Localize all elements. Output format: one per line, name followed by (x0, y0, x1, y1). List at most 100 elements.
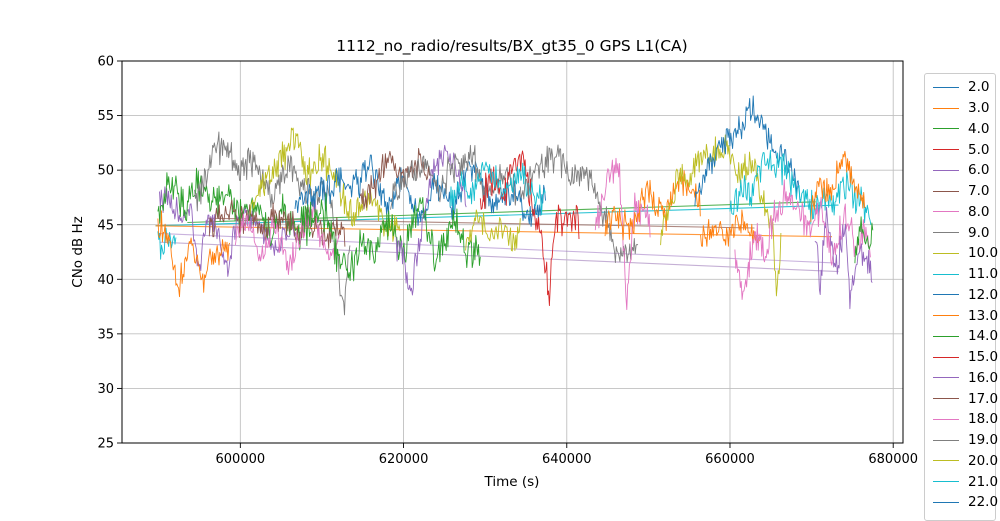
legend-entry: 4.0 (925, 119, 995, 140)
legend-entry: 18.0 (925, 409, 998, 430)
y-tick-label: 25 (97, 437, 114, 452)
legend-entry: 3.0 (925, 98, 995, 119)
legend-entry-label: 5.0 (968, 141, 990, 158)
legend-entry: 9.0 (925, 222, 995, 243)
legend-line-sample (933, 149, 959, 151)
series-line-18.0 (734, 179, 871, 300)
tick-labels: 600000 620000 640000 660000 680000 25 30 35 40 45… (97, 55, 918, 467)
series-line-14.0 (300, 193, 481, 282)
legend-entry: 2.0 (925, 77, 995, 98)
series-line-8.0 (234, 199, 340, 275)
series-line-9.0 (194, 131, 351, 316)
legend-entry: 11.0 (925, 264, 999, 285)
series-line-20.0 (660, 134, 782, 297)
trend-line (158, 232, 835, 264)
legend-entry-label: 14.0 (968, 328, 999, 345)
legend-entry-label: 9.0 (968, 224, 990, 241)
series-line-16.0 (814, 206, 873, 310)
legend-entry-label: 13.0 (968, 307, 999, 324)
legend-entry: 20.0 (925, 451, 999, 472)
legend-entry-label: 4.0 (968, 120, 990, 137)
legend-line-sample (933, 86, 959, 88)
legend-entry: 19.0 (925, 430, 999, 451)
legend-entry: 14.0 (925, 326, 999, 347)
y-tick-label: 40 (97, 273, 114, 288)
y-tick-label: 55 (97, 109, 114, 124)
legend-line-sample (933, 128, 959, 130)
legend-entry: 10.0 (925, 243, 999, 264)
series-line-17.0 (359, 147, 431, 210)
axes (117, 60, 894, 448)
x-tick-label: 600000 (216, 452, 266, 467)
legend-entry-label: 12.0 (968, 286, 999, 303)
x-tick-label: 680000 (868, 452, 918, 467)
series-line-3.0 (700, 209, 761, 247)
legend-line-sample (933, 377, 959, 379)
legend-entry: 16.0 (925, 368, 999, 389)
series-line-4.0 (157, 167, 311, 251)
legend-line-sample (933, 501, 959, 503)
legend-line-sample (933, 398, 959, 400)
series-line-13.0 (810, 150, 866, 223)
x-axis-label: Time (s) (484, 474, 540, 490)
legend-entry: 15.0 (925, 347, 999, 368)
x-tick-label: 620000 (379, 452, 429, 467)
legend-entry-label: 20.0 (968, 452, 999, 469)
legend-entry-label: 16.0 (968, 369, 999, 386)
series-line-11.0 (449, 161, 546, 216)
legend-line-sample (933, 418, 959, 420)
legend-entry: 12.0 (925, 285, 999, 306)
legend-line-sample (933, 356, 959, 358)
x-tick-label: 660000 (705, 452, 755, 467)
legend-line-sample (933, 294, 959, 296)
legend-entry-label: 3.0 (968, 100, 990, 117)
legend-entry: 7.0 (925, 181, 995, 202)
trend-line (159, 241, 839, 273)
chart-title: 1112_no_radio/results/BX_gt35_0 GPS L1(C… (336, 37, 687, 56)
legend: 2.0 3.0 4.0 5.0 6.0 7.0 8.0 9.0 10.0 11.0 12.0 13.0… (924, 73, 999, 521)
y-tick-label: 30 (97, 382, 114, 397)
legend-entry: 6.0 (925, 160, 995, 181)
grid (122, 60, 903, 444)
legend-entry-label: 11.0 (968, 266, 999, 283)
series-line-13.0 (604, 170, 701, 241)
plot-border (121, 60, 904, 444)
legend-entry: 17.0 (925, 388, 999, 409)
trend-line (155, 204, 839, 227)
legend-entry: 8.0 (925, 202, 995, 223)
legend-entry-label: 17.0 (968, 390, 999, 407)
series-line-10.0 (465, 209, 521, 252)
legend-line-sample (933, 190, 959, 192)
legend-entry-label: 7.0 (968, 183, 990, 200)
series-line-10.0 (249, 127, 401, 242)
legend-line-sample (933, 460, 959, 462)
legend-entry-label: 8.0 (968, 203, 990, 220)
y-tick-label: 35 (97, 327, 114, 342)
series-line-3.0 (157, 210, 231, 298)
legend-entry-label: 6.0 (968, 162, 990, 179)
legend-entry-label: 15.0 (968, 349, 999, 366)
legend-entry: 13.0 (925, 305, 999, 326)
legend-line-sample (933, 232, 959, 234)
legend-line-sample (933, 211, 959, 213)
chart-figure: 1112_no_radio/results/BX_gt35_0 GPS L1(C… (70, 37, 998, 521)
series-line-15.0 (479, 150, 580, 307)
series-line-21.0 (729, 149, 872, 225)
legend-line-sample (933, 335, 959, 337)
legend-line-sample (933, 252, 959, 254)
legend-line-sample (933, 273, 959, 275)
legend-line-sample (933, 315, 959, 317)
legend-entry: 5.0 (925, 139, 995, 160)
series-line-9.0 (519, 144, 639, 264)
series-line-16.0 (395, 144, 467, 296)
series-line-7.0 (208, 199, 346, 249)
y-tick-label: 45 (97, 218, 114, 233)
legend-line-sample (933, 439, 959, 441)
legend-entry-label: 19.0 (968, 432, 999, 449)
legend-line-sample (933, 169, 959, 171)
series-line-2.0 (294, 154, 546, 227)
legend-entry-label: 2.0 (968, 79, 990, 96)
legend-entry-label: 10.0 (968, 245, 999, 262)
legend-entry: 22.0 (925, 492, 998, 513)
legend-line-sample (933, 481, 959, 483)
